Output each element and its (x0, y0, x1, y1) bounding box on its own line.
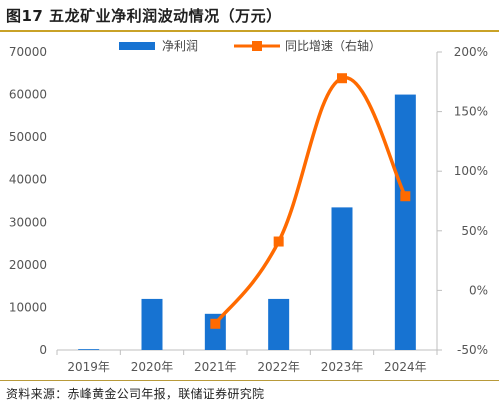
x-tick-label: 2019年 (67, 360, 110, 374)
right-y-tick-label: 50% (461, 224, 488, 238)
legend-bar-label: 净利润 (162, 39, 198, 53)
right-y-tick-label: -50% (457, 343, 488, 357)
left-y-tick-label: 60000 (9, 88, 47, 102)
source-note: 资料来源：赤峰黄金公司年报，联储证券研究院 (6, 387, 265, 401)
growth-point (273, 236, 284, 247)
x-tick-label: 2020年 (131, 360, 174, 374)
legend-bar-swatch (119, 42, 155, 50)
bars (78, 94, 416, 350)
growth-line (210, 73, 411, 329)
x-tick-label: 2023年 (321, 360, 364, 374)
legend-line-label: 同比增速（右轴） (285, 38, 381, 53)
growth-line-path (213, 76, 408, 326)
legend: 净利润 同比增速（右轴） (119, 38, 381, 53)
left-y-tick-label: 50000 (9, 130, 47, 144)
x-tick-label: 2022年 (257, 360, 300, 374)
growth-point (210, 318, 221, 329)
bar (331, 207, 353, 350)
left-y-tick-label: 0 (39, 343, 47, 357)
left-y-tick-label: 20000 (9, 258, 47, 272)
left-y-tick-label: 70000 (9, 45, 47, 59)
chart: 净利润 同比增速（右轴） 2019年 2020年 2021年 2022年 2023年 20… (9, 38, 488, 374)
bar (141, 298, 163, 350)
bar (78, 349, 100, 350)
legend-line-marker (252, 41, 262, 51)
right-y-tick-label: 200% (454, 45, 488, 59)
right-y-tick-label: 0% (469, 283, 488, 297)
bar (268, 298, 290, 350)
title-underline (0, 30, 499, 32)
growth-point (337, 73, 347, 84)
left-y-tick-label: 10000 (9, 300, 47, 314)
axes: 2019年 2020年 2021年 2022年 2023年 2024年 0 10000 2000… (9, 45, 488, 374)
right-y-tick-label: 100% (454, 164, 488, 178)
bottom-rule (0, 380, 499, 381)
right-y-tick-label: 150% (454, 105, 488, 119)
figure-title: 图17 五龙矿业净利润波动情况（万元） (6, 7, 282, 25)
x-tick-label: 2024年 (384, 360, 427, 374)
bar (394, 94, 416, 350)
x-tick-label: 2021年 (194, 360, 237, 374)
growth-point (400, 191, 411, 202)
left-y-tick-label: 30000 (9, 215, 47, 229)
bar (204, 313, 226, 350)
left-y-tick-label: 40000 (9, 173, 47, 187)
